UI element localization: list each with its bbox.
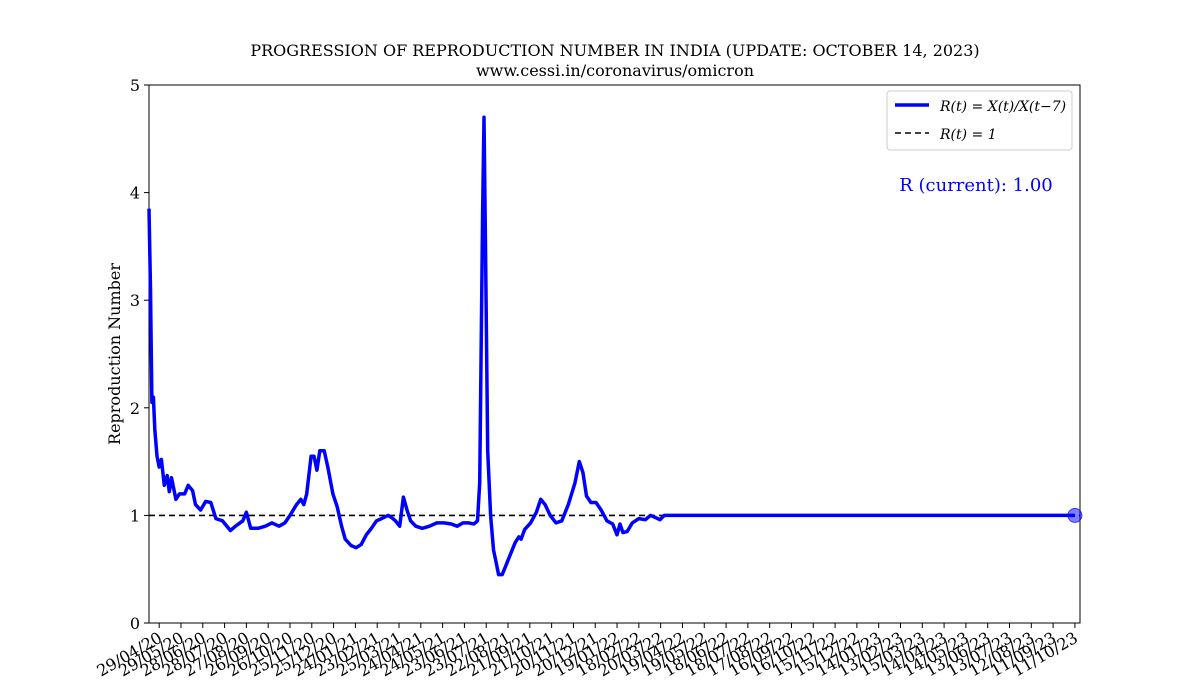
- legend-box: [886, 90, 1073, 151]
- y-tick-label: 3: [130, 291, 140, 310]
- legend-label-r1: R(t) = 1: [939, 127, 997, 143]
- y-tick-label: 2: [130, 399, 140, 418]
- y-tick-label: 5: [130, 76, 140, 95]
- y-tick-label: 1: [130, 506, 140, 525]
- series-line-rt: [147, 115, 1075, 577]
- plot-frame: [148, 84, 1081, 624]
- series-group: [147, 115, 1083, 577]
- legend-label-rt: R(t) = X(t)/X(t−7): [939, 99, 1066, 115]
- axes-group: 01234529/04/2029/05/2028/06/2028/07/2027…: [93, 76, 1080, 680]
- current-point-marker: [1067, 507, 1083, 523]
- y-tick-label: 0: [130, 614, 140, 633]
- chart-title: PROGRESSION OF REPRODUCTION NUMBER IN IN…: [250, 41, 980, 60]
- legend: R(t) = X(t)/X(t−7) R(t) = 1: [886, 90, 1073, 151]
- y-axis-label: Reproduction Number: [105, 263, 124, 445]
- chart-subtitle: www.cessi.in/coronavirus/omicron: [475, 61, 755, 80]
- y-tick-label: 4: [130, 184, 140, 203]
- current-r-annotation: R (current): 1.00: [899, 175, 1053, 196]
